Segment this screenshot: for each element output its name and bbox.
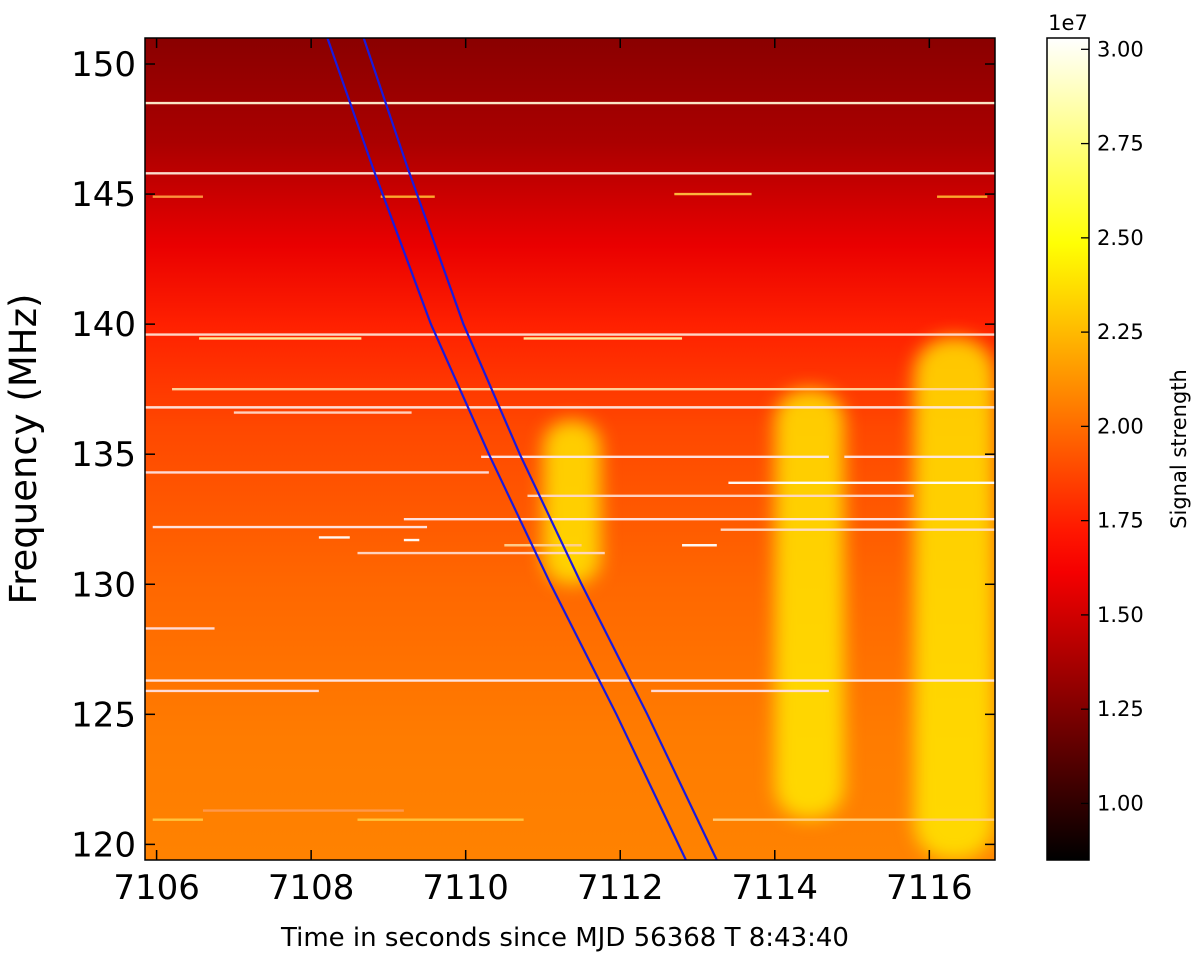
colorbar-exponent: 1e7 bbox=[1048, 11, 1088, 35]
x-tick-label: 7116 bbox=[886, 868, 973, 908]
bright-patch bbox=[913, 337, 995, 860]
dispersion-curve bbox=[362, 38, 718, 860]
y-tick-label: 120 bbox=[71, 825, 136, 865]
y-tick-label: 150 bbox=[71, 45, 136, 85]
colorbar-tick-label: 1.50 bbox=[1097, 603, 1144, 627]
colorbar-ticks: 1.00 1.25 1.50 1.75 2.00 2.25 2.50 2.75 3.00 bbox=[1081, 37, 1144, 815]
x-tick-label: 7108 bbox=[268, 868, 355, 908]
y-tick-label: 135 bbox=[71, 435, 136, 475]
dispersion-curves bbox=[326, 38, 718, 860]
y-tick-label: 125 bbox=[71, 695, 136, 735]
y-tick-label: 130 bbox=[71, 565, 136, 605]
y-tick-label: 145 bbox=[71, 175, 136, 215]
bright-patch bbox=[542, 420, 601, 585]
colorbar-tick-label: 2.25 bbox=[1097, 320, 1144, 344]
plot-area bbox=[145, 38, 995, 860]
bright-patch bbox=[774, 389, 845, 819]
colorbar-tick-label: 2.00 bbox=[1097, 414, 1144, 438]
colorbar-tick-label: 1.75 bbox=[1097, 509, 1144, 533]
y-tick-label: 140 bbox=[71, 305, 136, 345]
colorbar-tick-label: 2.75 bbox=[1097, 132, 1144, 156]
x-tick-label: 7110 bbox=[422, 868, 509, 908]
rfi-lines bbox=[145, 101, 995, 821]
dispersion-curve bbox=[326, 38, 687, 860]
colorbar-tick-label: 3.00 bbox=[1097, 37, 1144, 61]
x-axis-ticks: 7106 7108 7110 7112 7114 7116 bbox=[113, 38, 973, 908]
colorbar-tick-label: 1.25 bbox=[1097, 697, 1144, 721]
colorbar-tick-label: 2.50 bbox=[1097, 226, 1144, 250]
plot-frame bbox=[144, 37, 996, 861]
colorbar bbox=[1047, 38, 1089, 860]
y-axis-label: Frequency (MHz) bbox=[2, 294, 45, 605]
colorbar-label: Signal strength bbox=[1167, 369, 1191, 529]
x-axis-label: Time in seconds since MJD 56368 T 8:43:4… bbox=[280, 923, 849, 953]
y-axis-ticks: 120 125 130 135 140 145 150 bbox=[71, 45, 995, 865]
x-tick-label: 7114 bbox=[732, 868, 819, 908]
colorbar-frame bbox=[1046, 37, 1090, 861]
colorbar-tick-label: 1.00 bbox=[1097, 791, 1144, 815]
x-tick-label: 7106 bbox=[113, 868, 200, 908]
x-tick-label: 7112 bbox=[577, 868, 664, 908]
